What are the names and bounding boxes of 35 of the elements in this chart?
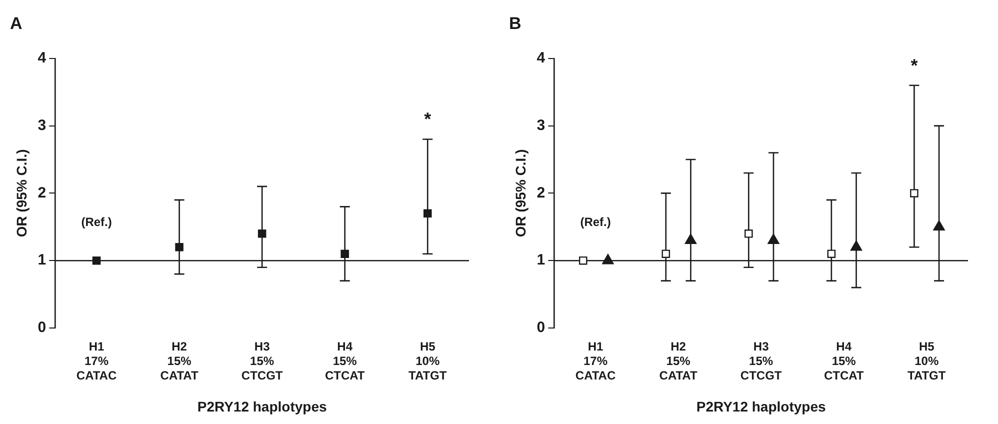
y-tick-label: 4 <box>536 50 546 67</box>
y-tick-label: 2 <box>536 184 546 202</box>
x-tick-label: H3 15% CTCGT <box>740 340 782 382</box>
x-tick-label: H4 15% CTCAT <box>824 340 864 382</box>
y-tick-label: 3 <box>38 116 46 134</box>
y-tick-label: 1 <box>38 252 46 269</box>
y-tick-label: 2 <box>38 184 46 202</box>
x-tick-label: H2 15% CATAT <box>160 340 199 382</box>
x-axis-title: P2RY12 haplotypes <box>696 398 826 414</box>
point <box>340 250 349 258</box>
x-tick-label: H3 15% CTCGT <box>241 340 284 382</box>
x-tick-label: H2 15% CATAT <box>659 340 698 382</box>
chart-title: B <box>509 14 522 33</box>
annotation: * <box>910 55 918 76</box>
x-tick-label: H1 17% CATAC <box>575 340 616 382</box>
x-tick-label: H5 10% TATGT <box>908 340 946 382</box>
y-tick-label: 4 <box>38 50 47 67</box>
point <box>92 256 101 265</box>
y-tick-label: 0 <box>38 319 46 336</box>
x-tick-label: H4 15% CTCAT <box>324 340 366 382</box>
chart-title: A <box>10 14 22 33</box>
point <box>258 230 266 238</box>
y-tick-label: 3 <box>536 116 546 134</box>
point <box>423 209 432 218</box>
x-tick-label: H5 10% TATGT <box>408 340 448 382</box>
y-tick-label: 0 <box>536 319 546 336</box>
annotation: (Ref.) <box>580 214 611 229</box>
y-tick-label: 1 <box>536 252 546 269</box>
y-axis-title: OR (95% C.I.) <box>13 149 30 238</box>
y-axis-title: OR (95% C.I.) <box>512 149 528 238</box>
x-tick-label: H1 17% CATAC <box>76 340 117 382</box>
point <box>175 242 184 252</box>
annotation: * <box>424 109 432 130</box>
x-axis-title: P2RY12 haplotypes <box>197 398 327 414</box>
annotation: (Ref.) <box>81 214 112 229</box>
